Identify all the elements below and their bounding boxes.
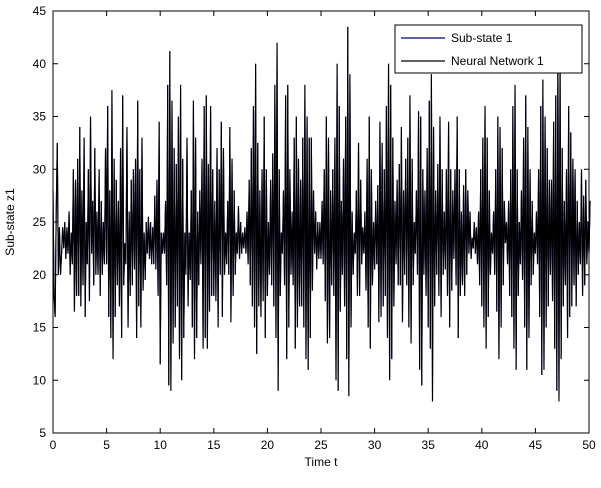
x-axis-label: Time t [305,455,339,469]
x-tick-label: 50 [582,438,596,452]
legend-box [394,24,583,74]
legend-label-neural-network-1: Neural Network 1 [451,54,544,68]
x-tick-label: 30 [368,438,382,452]
x-tick-label: 45 [529,438,543,452]
plot-area [52,10,591,434]
y-tick-label: 15 [33,321,47,335]
y-tick-label: 40 [33,57,47,71]
y-tick-label: 10 [33,373,47,387]
y-tick-label: 5 [39,426,46,440]
legend: Sub-state 1 Neural Network 1 [394,24,583,74]
y-tick-label: 30 [33,162,47,176]
x-tick-label: 15 [207,438,221,452]
x-tick-label: 20 [261,438,275,452]
y-axis: 5 10 15 20 25 30 35 40 45 [33,4,589,440]
x-tick-label: 0 [50,438,57,452]
series-line-neural-network-1 [52,26,591,402]
y-tick-label: 35 [33,110,47,124]
y-tick-label: 25 [33,215,47,229]
x-tick-label: 35 [422,438,436,452]
x-tick-label: 5 [103,438,110,452]
legend-label-sub-state-1: Sub-state 1 [451,31,513,45]
x-axis: 0 5 10 15 20 25 30 35 40 45 50 [50,11,596,452]
x-tick-label: 40 [475,438,489,452]
x-tick-label: 25 [314,438,328,452]
y-axis-label: Sub-state z1 [3,188,17,256]
y-tick-label: 20 [33,268,47,282]
x-tick-label: 10 [154,438,168,452]
y-tick-label: 45 [33,4,47,18]
